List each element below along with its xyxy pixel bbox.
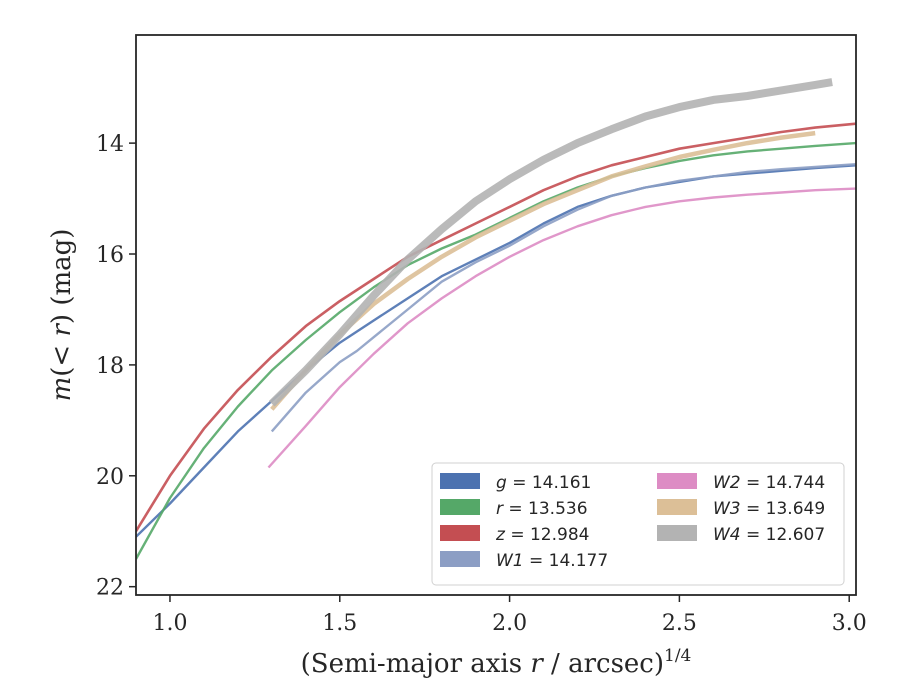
x-axis-label: (Semi-major axis r / arcsec)1/4 [301,646,692,679]
series-line-w4 [269,78,833,407]
legend-label-w3: W3 = 13.649 [713,499,825,519]
y-tick-label: 18 [96,354,124,379]
ticks-layer: 1.0 1.5 2.0 2.5 3.0 14 16 18 20 22 [96,132,867,636]
legend-box [431,462,845,586]
x-tick-label: 1.5 [322,611,357,636]
x-tick-label: 2.5 [662,611,697,636]
y-tick-label: 14 [96,132,124,157]
series-layer [136,78,856,560]
series-line-z [136,122,856,532]
series-line-r [136,141,856,560]
legend-label-w4: W4 = 12.607 [713,525,825,545]
legend-swatch-w2 [657,473,697,489]
legend-label-w2: W2 = 14.744 [713,473,825,493]
x-tick-label: 3.0 [832,611,867,636]
x-tick-label: 2.0 [492,611,527,636]
series-line-w2 [267,187,856,469]
y-tick-label: 20 [96,465,124,490]
legend-swatch-r [440,499,480,515]
legend-label-r: r = 13.536 [496,499,588,519]
series-line-w1 [270,163,856,433]
legend-label-z: z = 12.984 [495,525,589,545]
y-axis-label: m(< r) (mag) [47,229,77,402]
y-tick-label: 16 [96,243,124,268]
legend: g = 14.161 r = 13.536 z = 12.984 W1 = 14.17… [431,462,845,586]
legend-swatch-g [440,473,480,489]
plot-frame [135,34,857,596]
legend-label-g: g = 14.161 [496,473,591,493]
x-tick-label: 1.0 [152,611,187,636]
legend-swatch-w1 [440,551,480,567]
legend-swatch-z [440,525,480,541]
legend-label-w1: W1 = 14.177 [496,551,608,571]
legend-swatch-w3 [657,499,697,515]
legend-swatch-w4 [657,525,697,541]
y-tick-label: 22 [96,576,124,601]
